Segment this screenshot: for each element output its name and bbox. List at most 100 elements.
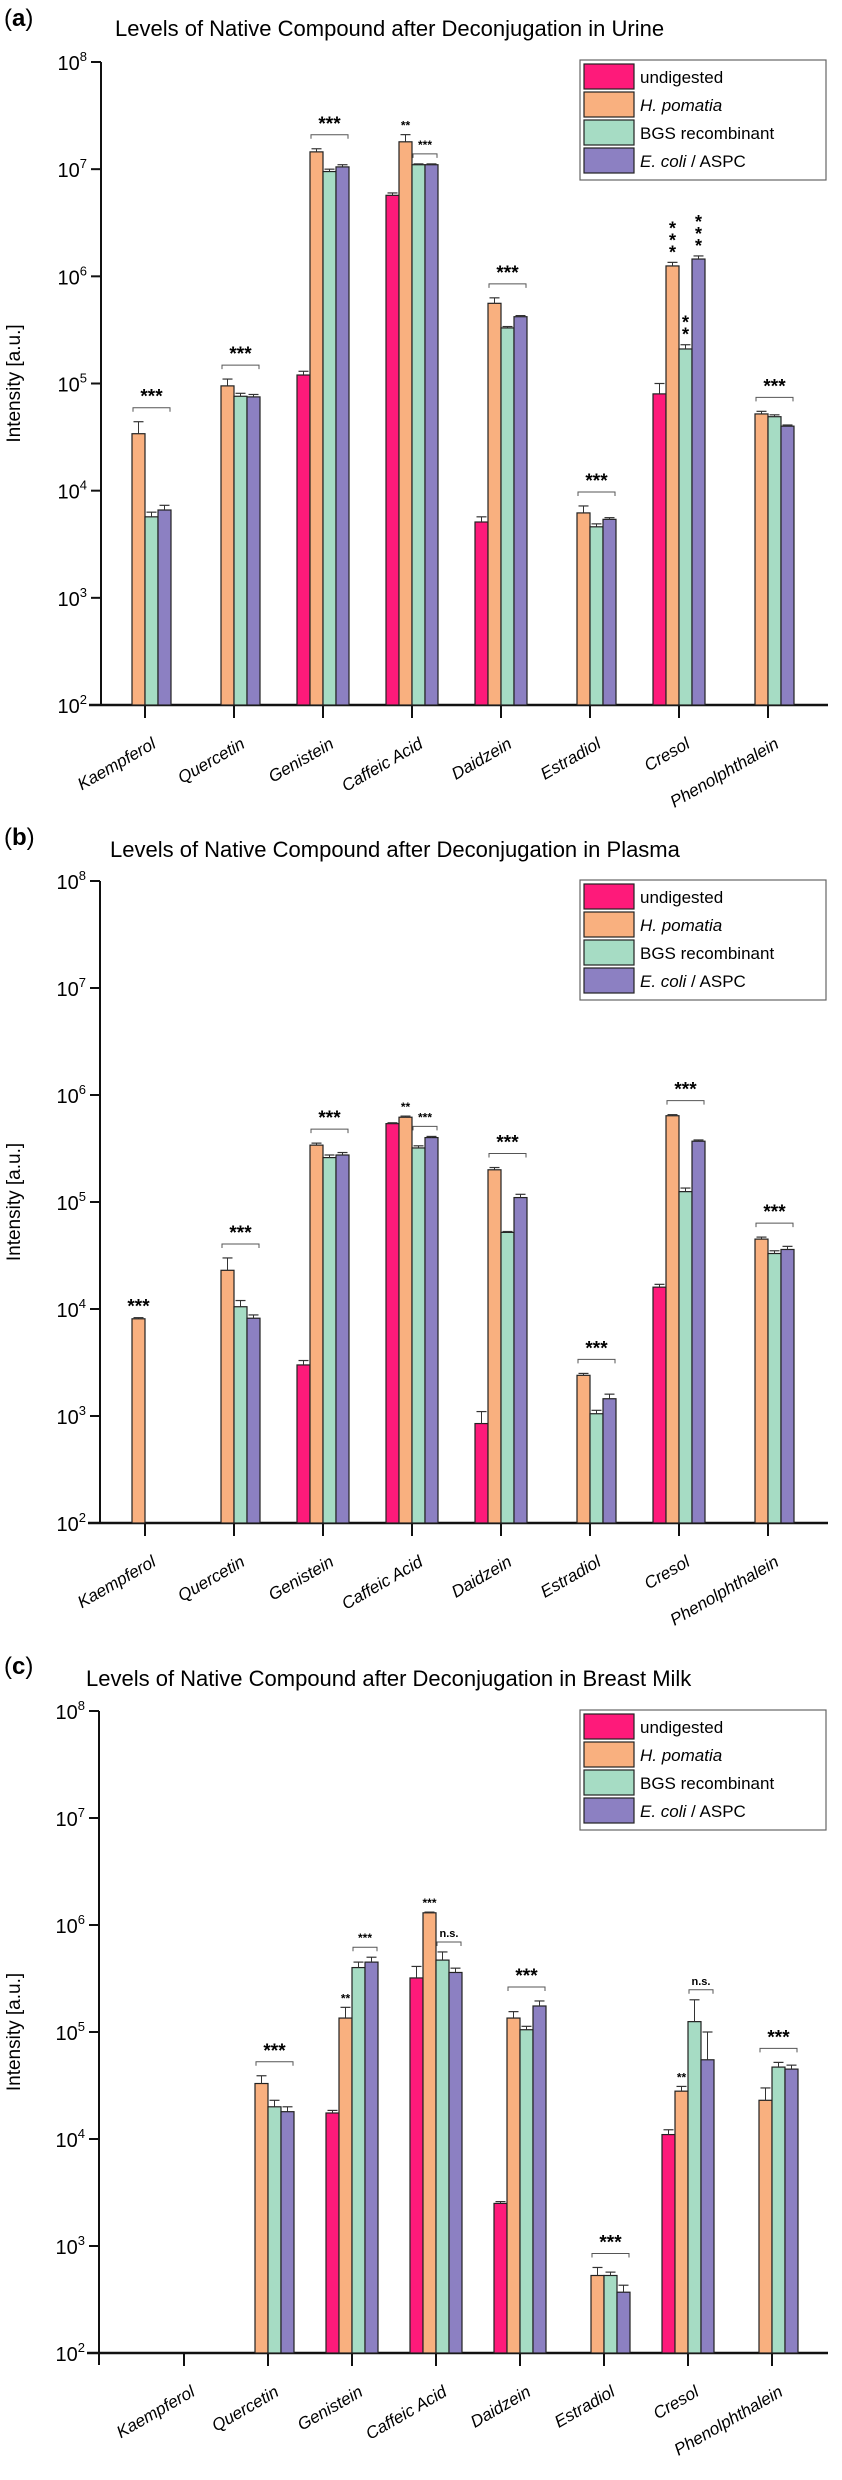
panel-label: (b)	[4, 824, 35, 851]
bar-ecoli-aspc	[532, 2005, 547, 2354]
significance-label: ***	[599, 2232, 622, 2253]
legend-label-bgs-recombinant: BGS recombinant	[640, 1774, 774, 1793]
legend-label-text: undigested	[640, 1718, 723, 1737]
bar-ecoli-aspc	[780, 1248, 795, 1524]
y-tick-exponent: 7	[80, 156, 87, 171]
y-tick-exponent: 6	[78, 1912, 85, 1927]
x-tick-label: Quercetin	[175, 734, 248, 787]
bar-h-pomatia	[220, 1269, 235, 1524]
significance-bracket	[688, 1989, 714, 1994]
legend-label-ecoli-aspc: E. coli / ASPC	[640, 1802, 746, 1821]
bar-undigested	[493, 2202, 508, 2354]
chart-title: Levels of Native Compound after Deconjug…	[115, 16, 664, 41]
bar-h-pomatia	[665, 1115, 680, 1524]
significance-label: ***	[674, 1080, 697, 1101]
significance-bracket	[577, 1358, 616, 1364]
legend-label-text: / ASPC	[686, 972, 746, 991]
panel-label-paren: )	[27, 824, 35, 851]
significance-label: n.s.	[692, 1976, 711, 1988]
y-tick-exponent: 7	[79, 975, 86, 990]
legend-label-h-pomatia: H. pomatia	[640, 96, 722, 115]
bar-h-pomatia	[665, 265, 680, 706]
legend-label-h-pomatia: H. pomatia	[640, 916, 722, 935]
legend-label-bgs-recombinant: BGS recombinant	[640, 124, 774, 143]
bar-ecoli-aspc	[780, 425, 795, 706]
bar-bgs-recombinant	[500, 327, 515, 706]
legend-label-italic: E. coli	[640, 152, 688, 171]
y-tick-base: 10	[57, 1086, 79, 1108]
bar-h-pomatia	[254, 2082, 269, 2354]
bar-ecoli-aspc	[280, 2111, 295, 2354]
y-tick-label: 102	[58, 692, 87, 718]
significance-bracket	[755, 1222, 794, 1228]
y-tick-base: 10	[57, 1193, 79, 1215]
bar-ecoli-aspc	[335, 166, 350, 706]
x-tick-label: Quercetin	[175, 1552, 248, 1605]
legend-label-italic: E. coli	[640, 972, 688, 991]
significance-label: ***	[263, 2041, 286, 2062]
significance-star: *	[695, 224, 702, 244]
bar-bgs-recombinant	[233, 1306, 248, 1524]
significance-bracket	[436, 1941, 462, 1946]
y-tick-base: 10	[57, 1407, 79, 1429]
bar-h-pomatia	[131, 433, 146, 706]
y-tick-label: 107	[56, 1805, 85, 1831]
bar-undigested	[296, 374, 311, 706]
y-tick-base: 10	[58, 160, 80, 182]
x-tick-label: Caffeic Acid	[338, 734, 426, 796]
bar-h-pomatia	[506, 2017, 521, 2354]
y-tick-exponent: 6	[80, 263, 87, 278]
y-tick-label: 104	[58, 478, 87, 504]
significance-star: *	[669, 218, 676, 238]
significance-label: ***	[496, 1133, 519, 1154]
significance-label: ***	[585, 471, 608, 492]
legend-label-italic: H. pomatia	[640, 96, 722, 115]
bar-undigested	[652, 1286, 667, 1524]
significance-bracket	[666, 1100, 705, 1105]
bar-h-pomatia	[398, 1116, 413, 1524]
bar-bgs-recombinant	[144, 516, 159, 706]
x-tick-label: Cresol	[641, 1551, 694, 1593]
significance-bracket	[352, 1946, 378, 1952]
x-tick-label: Kaempferol	[74, 733, 160, 794]
significance-bracket	[412, 1125, 438, 1131]
significance-bracket	[591, 2252, 630, 2258]
bar-undigested	[296, 1364, 311, 1524]
legend-label-italic: E. coli	[640, 1802, 688, 1821]
legend: undigested H. pomatia BGS recombinant E. co…	[579, 879, 827, 1001]
significance-label: ***	[358, 1931, 372, 1945]
bar-bgs-recombinant	[322, 1156, 337, 1524]
y-tick-label: 103	[56, 2233, 85, 2259]
y-tick-base: 10	[56, 2023, 78, 2045]
bar-bgs-recombinant	[589, 1413, 604, 1524]
y-tick-label: 104	[56, 2126, 85, 2152]
bar-ecoli-aspc	[602, 518, 617, 706]
bar-ecoli-aspc	[700, 2059, 715, 2354]
y-tick-base: 10	[56, 1916, 78, 1938]
y-tick-exponent: 3	[79, 1403, 86, 1418]
legend-label-ecoli-aspc: E. coli / ASPC	[640, 972, 746, 991]
y-tick-label: 105	[57, 1189, 86, 1215]
significance-label: **	[341, 1991, 351, 2005]
x-tick-label: Cresol	[650, 2381, 703, 2423]
bar-bgs-recombinant	[411, 164, 426, 706]
bar-bgs-recombinant	[519, 2029, 534, 2354]
y-tick-base: 10	[57, 979, 79, 1001]
y-tick-exponent: 3	[78, 2233, 85, 2248]
x-tick-label: Quercetin	[209, 2382, 282, 2435]
y-tick-label: 106	[57, 1082, 86, 1108]
bar-undigested	[474, 521, 489, 706]
y-tick-label: 107	[57, 975, 86, 1001]
y-axis-label: Intensity [a.u.]	[4, 1973, 25, 2091]
legend-label-text: undigested	[640, 888, 723, 907]
bar-h-pomatia	[422, 1912, 437, 2354]
bar-ecoli-aspc	[335, 1154, 350, 1524]
y-tick-base: 10	[58, 375, 80, 397]
y-tick-base: 10	[58, 482, 80, 504]
y-tick-exponent: 4	[79, 1296, 86, 1311]
significance-star: *	[695, 236, 702, 256]
x-tick-label: Daidzein	[448, 734, 515, 784]
y-tick-exponent: 7	[78, 1805, 85, 1820]
y-tick-exponent: 4	[78, 2126, 85, 2141]
y-tick-label: 106	[58, 263, 87, 289]
